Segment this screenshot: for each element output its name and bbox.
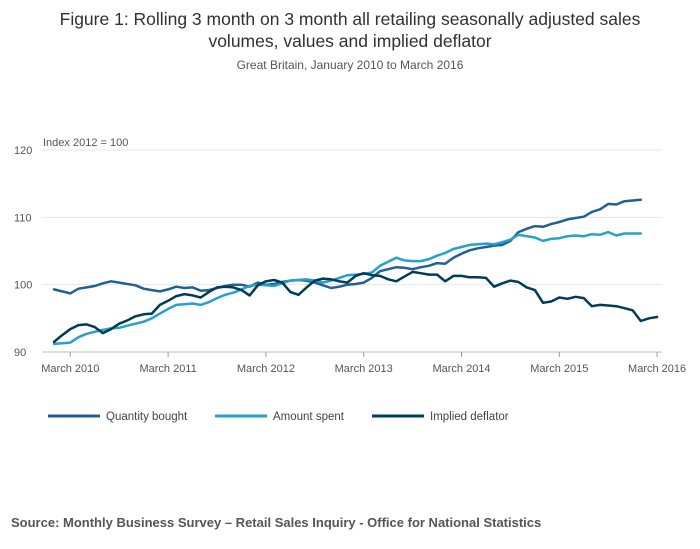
x-tick-label: March 2013 [335, 363, 393, 375]
y-tick-label: 90 [14, 347, 26, 359]
series-lines [52, 198, 659, 346]
gridlines [42, 149, 662, 353]
chart-title-line-2: volumes, values and implied deflator [208, 31, 492, 51]
chart-title-line-1: Figure 1: Rolling 3 month on 3 month all… [59, 9, 641, 29]
series-line-implied-deflator [52, 270, 659, 344]
chart-title: Figure 1: Rolling 3 month on 3 month all… [0, 8, 700, 52]
legend: Quantity bought Amount spent Implied defla… [48, 411, 509, 423]
legend-label-amount-spent: Amount spent [273, 411, 345, 423]
y-tick-label: 120 [14, 145, 32, 157]
x-tick-label: March 2010 [41, 363, 99, 375]
x-axis-ticks: March 2010 March 2011 March 2012 March 2013… [41, 352, 686, 375]
x-tick-label: March 2012 [237, 363, 295, 375]
x-tick-label: March 2016 [628, 363, 686, 375]
x-tick-label: March 2014 [432, 363, 490, 375]
y-tick-label: 100 [14, 280, 32, 292]
legend-label-quantity-bought: Quantity bought [106, 411, 188, 423]
series-line-quantity-bought [52, 198, 643, 295]
series-line-amount-spent [52, 230, 643, 346]
x-tick-label: March 2011 [139, 363, 196, 375]
x-tick-label: March 2015 [530, 363, 588, 375]
source-note: Source: Monthly Business Survey – Retail… [11, 515, 542, 530]
chart-subtitle: Great Britain, January 2010 to March 201… [236, 58, 464, 72]
legend-label-implied-deflator: Implied deflator [430, 411, 509, 423]
y-axis-ticks: 90 100 110 120 [14, 145, 32, 359]
y-axis-label: Index 2012 = 100 [43, 137, 128, 149]
y-tick-label: 110 [14, 212, 32, 224]
